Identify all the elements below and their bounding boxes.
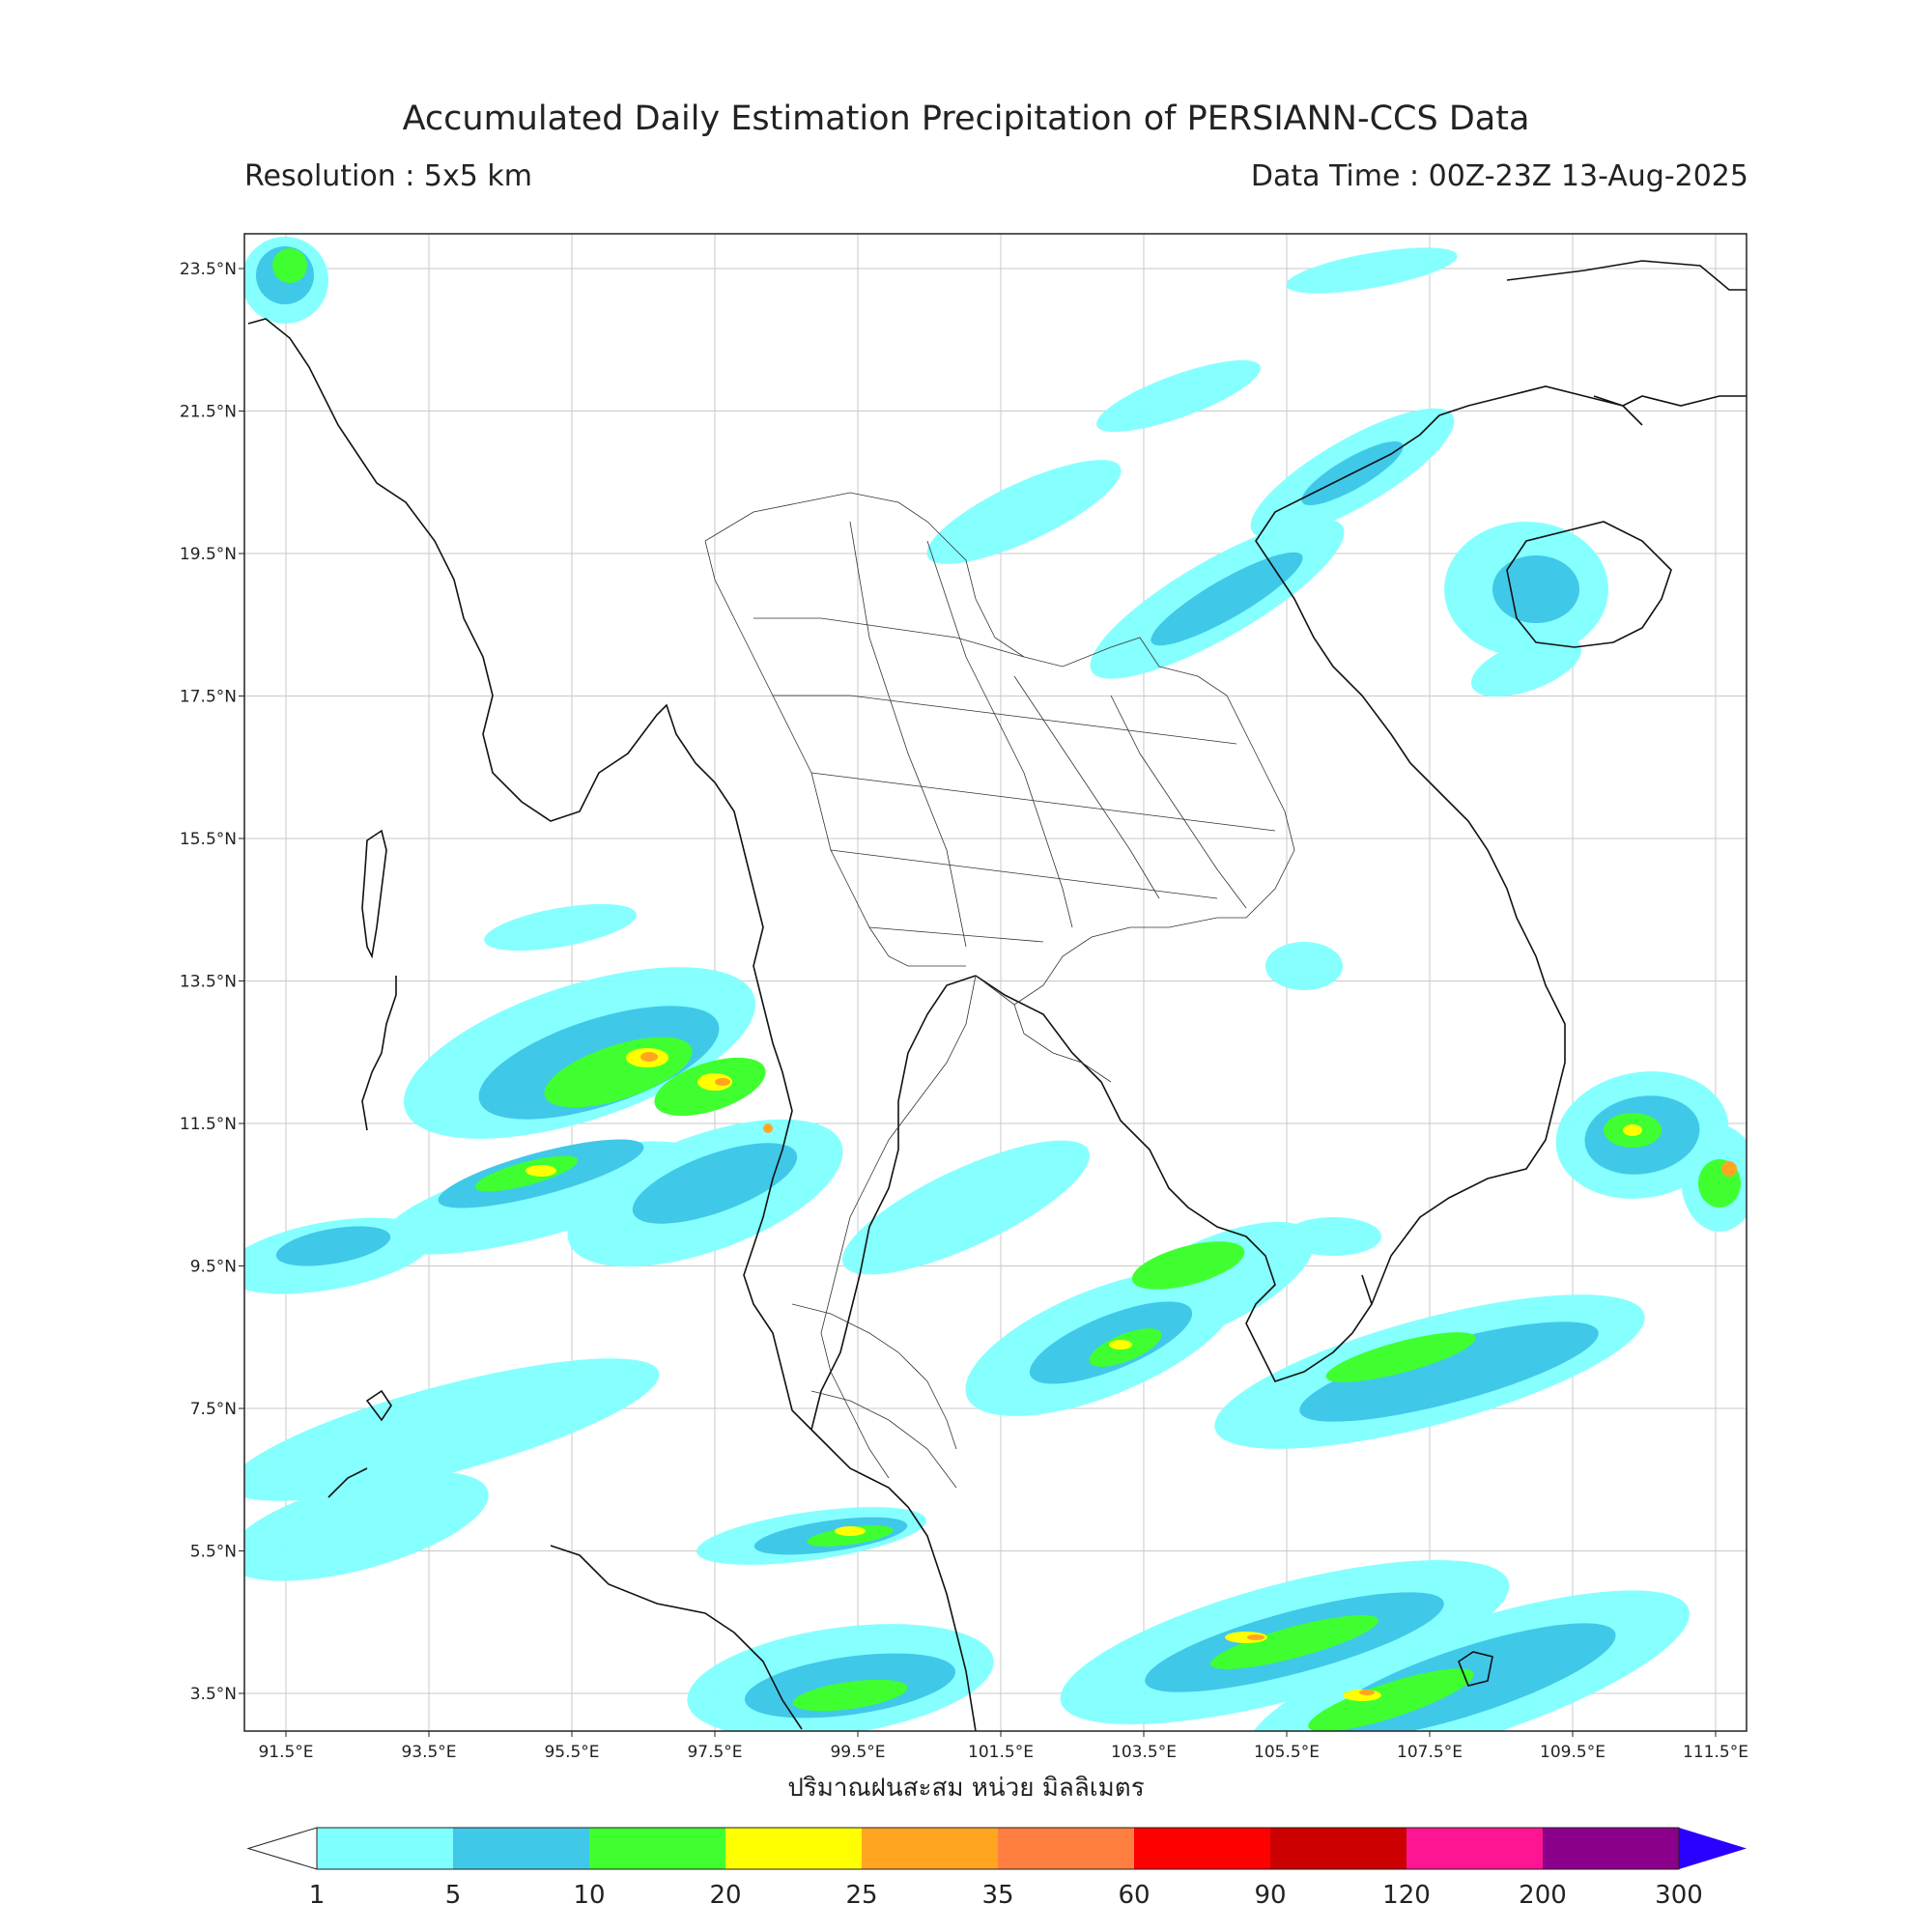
lon-tick-label: 99.5°E [830,1743,885,1762]
lat-tick-label: 17.5°N [180,688,237,707]
lon-tick-label: 109.5°E [1540,1743,1605,1762]
colorbar-segment [1134,1828,1270,1869]
colorbar-level-label: 35 [981,1881,1013,1910]
colorbar-level-label: 300 [1655,1881,1703,1910]
colorbar-level-label: 200 [1519,1881,1567,1910]
x-axis-label: ปริมาณฝนสะสม หน่วย มิลลิเมตร [787,1774,1145,1803]
colorbar-extend-min [246,1827,318,1870]
colorbar-level-label: 10 [573,1881,605,1910]
colorbar-level-label: 25 [845,1881,877,1910]
colorbar-outline [316,1827,1680,1870]
lat-tick-label: 15.5°N [180,830,237,849]
province-boundaries [704,492,1295,1489]
lon-tick-label: 101.5°E [968,1743,1034,1762]
lon-tick-label: 93.5°E [401,1743,456,1762]
lat-tick-label: 13.5°N [180,973,237,992]
colorbar-segment [1270,1828,1406,1869]
colorbar-segment [317,1828,453,1869]
lon-tick-label: 95.5°E [544,1743,599,1762]
resolution-label: Resolution : 5x5 km [244,159,532,193]
lat-tick-label: 21.5°N [180,403,237,422]
lon-tick-label: 97.5°E [687,1743,742,1762]
plot-frame [243,233,1747,1732]
lon-tick-label: 107.5°E [1397,1743,1463,1762]
map-title: Accumulated Daily Estimation Precipitati… [402,99,1530,138]
lon-tick-label: 105.5°E [1254,1743,1320,1762]
colorbar-level-label: 1 [309,1881,326,1910]
lat-tick-label: 19.5°N [180,545,237,564]
colorbar-segment [1543,1828,1679,1869]
colorbar-level-label: 5 [445,1881,462,1910]
lon-tick-label: 91.5°E [258,1743,313,1762]
colorbar-segment [998,1828,1134,1869]
lat-tick-label: 23.5°N [180,260,237,279]
map-content [244,234,1747,1731]
lat-tick-label: 7.5°N [190,1400,237,1419]
colorbar-level-label: 60 [1118,1881,1150,1910]
data-time-label: Data Time : 00Z-23Z 13-Aug-2025 [1250,159,1748,193]
longitude-labels: 91.5°E 93.5°E 95.5°E 97.5°E 99.5°E 101.5°E 103… [258,1731,1748,1762]
lon-tick-label: 103.5°E [1111,1743,1177,1762]
colorbar-segment [589,1828,725,1869]
colorbar: 1 5 10 20 25 35 60 90 120 200 300 [246,1827,1747,1910]
colorbar-level-label: 20 [709,1881,741,1910]
colorbar-segment [725,1828,862,1869]
colorbar-level-label: 90 [1254,1881,1286,1910]
lat-tick-label: 3.5°N [190,1685,237,1704]
colorbar-extend-max [1679,1828,1747,1869]
colorbar-segment [453,1828,589,1869]
latitude-labels: 23.5°N 21.5°N 19.5°N 17.5°N 15.5°N 13.5°N 11.5… [180,260,244,1704]
colorbar-level-label: 120 [1382,1881,1431,1910]
lon-tick-label: 111.5°E [1683,1743,1748,1762]
colorbar-segment [862,1828,998,1869]
lat-tick-label: 11.5°N [180,1115,237,1134]
coastlines-and-borders [247,260,1747,1731]
lat-tick-label: 5.5°N [190,1543,237,1562]
colorbar-segment [1406,1828,1543,1869]
lat-tick-label: 9.5°N [190,1258,237,1277]
precipitation-field [244,237,1747,1731]
